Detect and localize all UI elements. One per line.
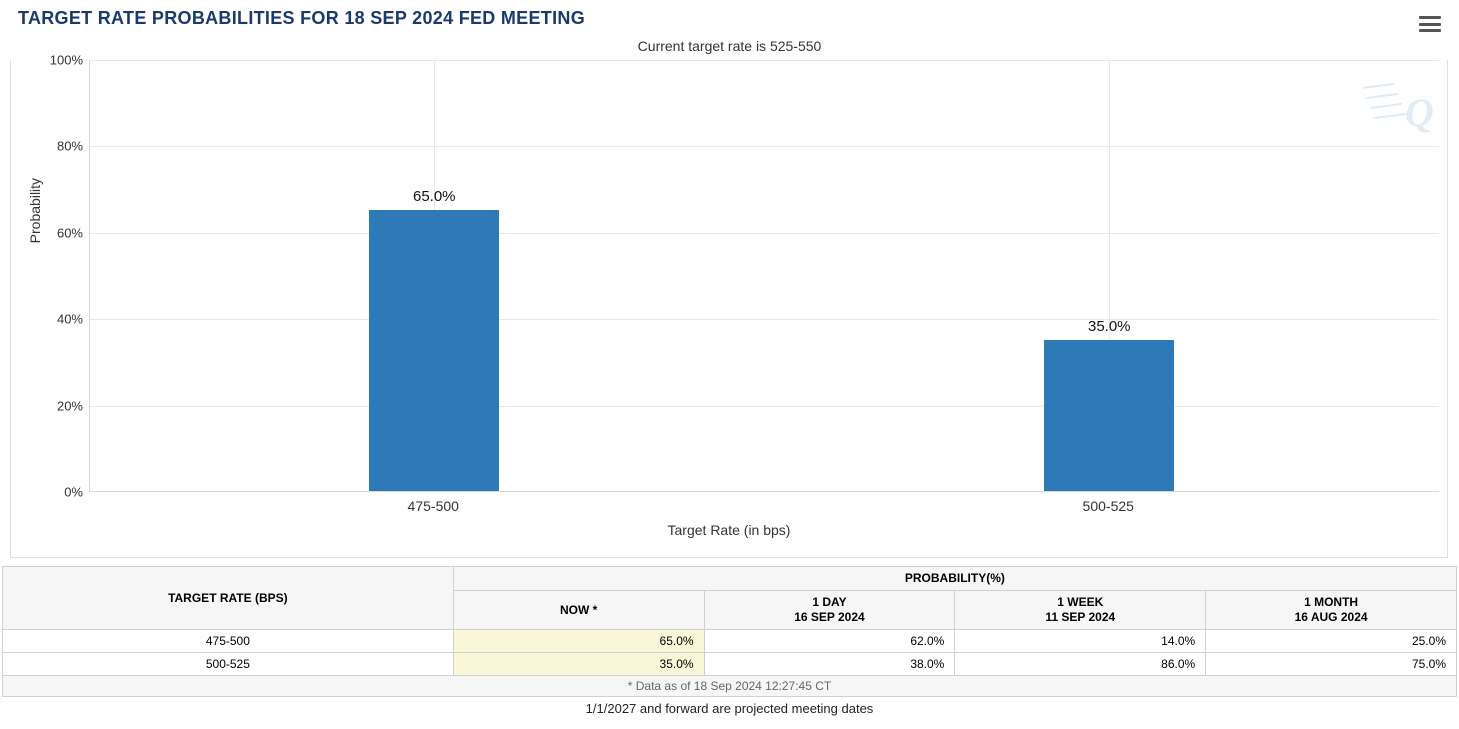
projection-footnote: 1/1/2027 and forward are projected meeti… xyxy=(0,697,1459,716)
value-cell: 62.0% xyxy=(704,630,955,653)
value-cell: 65.0% xyxy=(453,630,704,653)
chart-bar[interactable] xyxy=(369,210,499,491)
data-asof-footnote: * Data as of 18 Sep 2024 12:27:45 CT xyxy=(2,676,1457,697)
page-title: TARGET RATE PROBABILITIES FOR 18 SEP 202… xyxy=(18,8,585,29)
hamburger-menu-icon[interactable] xyxy=(1419,14,1441,34)
table-row: 500-52535.0%38.0%86.0%75.0% xyxy=(3,653,1457,676)
value-cell: 14.0% xyxy=(955,630,1206,653)
y-tick-label: 20% xyxy=(11,398,83,413)
probability-history-table: TARGET RATE (BPS)PROBABILITY(%)NOW *1 DA… xyxy=(2,566,1457,676)
col-header-rate: TARGET RATE (BPS) xyxy=(3,567,454,630)
col-subheader: 1 WEEK11 SEP 2024 xyxy=(955,591,1206,630)
chart-subtitle: Current target rate is 525-550 xyxy=(0,38,1459,54)
rate-cell: 475-500 xyxy=(3,630,454,653)
table-row: 475-50065.0%62.0%14.0%25.0% xyxy=(3,630,1457,653)
y-tick-label: 40% xyxy=(11,312,83,327)
value-cell: 38.0% xyxy=(704,653,955,676)
value-cell: 75.0% xyxy=(1206,653,1457,676)
y-tick-label: 100% xyxy=(11,53,83,68)
x-axis-label: Target Rate (in bps) xyxy=(11,522,1447,538)
value-cell: 86.0% xyxy=(955,653,1206,676)
y-tick-label: 0% xyxy=(11,485,83,500)
y-tick-label: 60% xyxy=(11,225,83,240)
col-subheader: 1 MONTH16 AUG 2024 xyxy=(1206,591,1457,630)
bar-value-label: 35.0% xyxy=(1088,318,1131,335)
value-cell: 35.0% xyxy=(453,653,704,676)
bar-value-label: 65.0% xyxy=(413,188,456,205)
rate-cell: 500-525 xyxy=(3,653,454,676)
chart-bar[interactable] xyxy=(1044,340,1174,491)
value-cell: 25.0% xyxy=(1206,630,1457,653)
probability-bar-chart: Probability 65.0%35.0% Target Rate (in b… xyxy=(10,60,1448,558)
col-subheader: NOW * xyxy=(453,591,704,630)
x-tick-label: 475-500 xyxy=(408,498,459,514)
x-tick-label: 500-525 xyxy=(1083,498,1134,514)
col-header-probability-group: PROBABILITY(%) xyxy=(453,567,1456,591)
col-subheader: 1 DAY16 SEP 2024 xyxy=(704,591,955,630)
y-tick-label: 80% xyxy=(11,139,83,154)
